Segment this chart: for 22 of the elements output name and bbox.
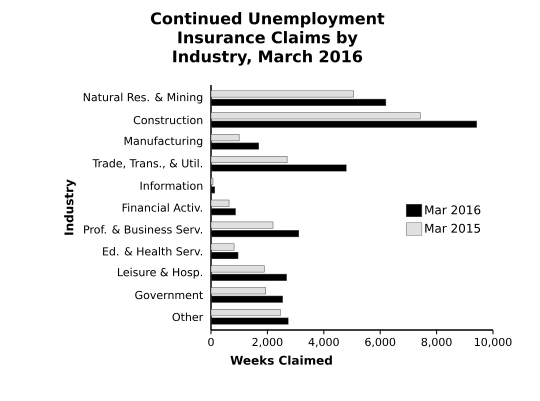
- y-axis-title: Industry: [64, 179, 76, 235]
- legend-label: Mar 2016: [425, 205, 480, 214]
- x-tick-label: 8,000: [422, 338, 452, 348]
- y-tick-label: Other: [172, 312, 204, 322]
- y-tick-label: Leisure & Hosp.: [118, 268, 202, 278]
- x-tick-label: 4,000: [308, 338, 339, 348]
- x-tick-label: 10,000: [474, 338, 512, 348]
- legend-label: Mar 2015: [425, 224, 480, 233]
- x-tick-label: 6,000: [365, 338, 396, 348]
- x-tick-label: 2,000: [252, 338, 282, 348]
- y-tick-label: Trade, Trans., & Util.: [92, 158, 202, 169]
- y-tick-label: Construction: [134, 116, 202, 124]
- y-tick-label: Prof. & Business Serv.: [84, 225, 202, 234]
- x-axis-title: Weeks Claimed: [230, 356, 332, 365]
- chart-title: Continued Unemployment Insurance Claims by Industry, March 2016: [150, 12, 384, 66]
- y-tick-label: Information: [140, 181, 202, 190]
- y-tick-label: Ed. & Health Serv.: [103, 246, 202, 256]
- y-tick-label: Financial Activ.: [122, 203, 202, 212]
- y-tick-label: Natural Res. & Mining: [84, 92, 202, 104]
- x-tick-label: 0: [208, 338, 214, 346]
- y-tick-label: Government: [135, 290, 203, 300]
- y-tick-label: Manufacturing: [124, 136, 202, 148]
